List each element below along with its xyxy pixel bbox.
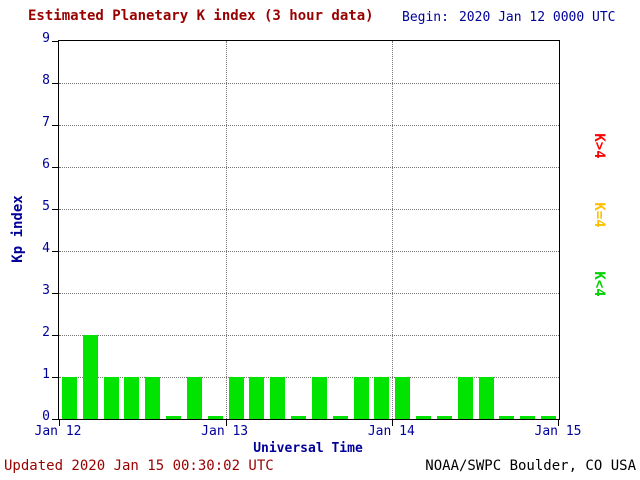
kp-bar: [103, 377, 119, 419]
kp-bar: [311, 377, 327, 419]
kp-bar: [186, 377, 202, 419]
h-gridline: [59, 335, 559, 336]
chart-title: Estimated Planetary K index (3 hour data…: [28, 8, 374, 24]
kp-bar: [270, 377, 286, 419]
kp-bar: [332, 416, 348, 419]
kp-bar: [291, 416, 307, 419]
y-tick-label: 6: [42, 157, 50, 172]
kp-bar: [416, 416, 432, 419]
y-tick-label: 4: [42, 241, 50, 256]
y-tick-label: 5: [42, 199, 50, 214]
kp-bar: [541, 416, 557, 419]
y-tick: [52, 40, 58, 42]
x-axis-label: Universal Time: [253, 441, 363, 456]
source-text: NOAA/SWPC Boulder, CO USA: [425, 458, 636, 474]
x-tick: [558, 420, 559, 426]
kp-bar: [207, 416, 223, 419]
h-gridline: [59, 209, 559, 210]
begin-value: 2020 Jan 12 0000 UTC: [458, 10, 616, 25]
y-tick: [52, 208, 58, 210]
kp-bar: [228, 377, 244, 419]
h-gridline: [59, 377, 559, 378]
x-tick-label: Jan 13: [201, 424, 249, 439]
y-tick: [52, 376, 58, 378]
legend-k-lt-4: K<4: [591, 271, 607, 297]
kp-bar: [61, 377, 77, 419]
begin-label: Begin:: [402, 10, 449, 25]
x-tick: [59, 420, 60, 426]
x-tick: [392, 420, 394, 426]
y-tick-label: 9: [42, 31, 50, 46]
kp-bar: [124, 377, 140, 419]
kp-bar: [82, 335, 98, 419]
y-tick: [52, 250, 58, 252]
x-tick-label: Jan 14: [367, 424, 415, 439]
kp-bar: [249, 377, 265, 419]
h-gridline: [59, 293, 559, 294]
y-tick: [52, 418, 58, 420]
kp-bar: [436, 416, 452, 419]
y-tick-label: 8: [42, 73, 50, 88]
y-tick-label: 0: [42, 409, 50, 424]
legend-k-gt-4: K>4: [591, 133, 607, 159]
begin-line: Begin: 2020 Jan 12 0000 UTC: [402, 10, 616, 25]
kp-bar: [145, 377, 161, 419]
kp-bar: [166, 416, 182, 419]
y-tick-label: 7: [42, 115, 50, 130]
h-gridline: [59, 251, 559, 252]
y-tick: [52, 292, 58, 294]
y-tick: [52, 124, 58, 126]
plot-area: [52, 40, 560, 426]
y-tick-label: 1: [42, 367, 50, 382]
h-gridline: [59, 167, 559, 168]
kp-bar: [478, 377, 494, 419]
x-tick-label: Jan 12: [34, 424, 82, 439]
kp-bar: [499, 416, 515, 419]
kp-bar: [374, 377, 390, 419]
y-tick: [52, 166, 58, 168]
y-tick: [52, 334, 58, 336]
kp-bar: [520, 416, 536, 419]
v-gridline: [225, 41, 227, 419]
x-tick: [225, 420, 227, 426]
v-gridline: [392, 41, 394, 419]
h-gridline: [59, 83, 559, 84]
h-gridline: [59, 125, 559, 126]
y-tick: [52, 82, 58, 84]
y-tick-label: 2: [42, 325, 50, 340]
x-tick-label: Jan 15: [534, 424, 582, 439]
legend-k-eq-4: K=4: [591, 202, 607, 228]
y-tick-label: 3: [42, 283, 50, 298]
kp-bar: [353, 377, 369, 419]
kp-bar: [395, 377, 411, 419]
kp-bar: [457, 377, 473, 419]
updated-text: Updated 2020 Jan 15 00:30:02 UTC: [4, 458, 274, 474]
